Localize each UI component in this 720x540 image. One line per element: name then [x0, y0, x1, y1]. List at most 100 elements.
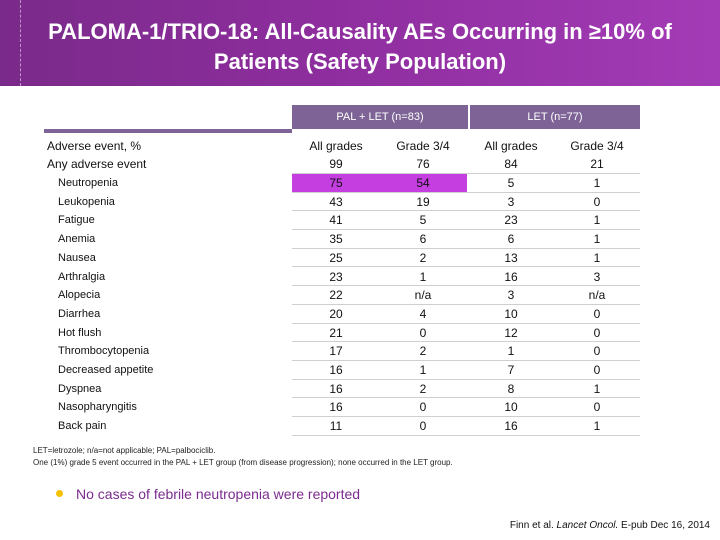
cell-value: 16 — [329, 381, 343, 396]
cell-value: 1 — [419, 363, 427, 377]
cell-value: 1 — [507, 344, 515, 359]
row-divider — [292, 416, 640, 418]
row-label: Thrombocytopenia — [58, 345, 150, 358]
cell-value: 16 — [329, 363, 343, 377]
bullet-dot-icon — [56, 490, 63, 497]
cell-value: 75 — [329, 176, 343, 190]
row-label: Back pain — [58, 420, 107, 433]
title-banner: PALOMA-1/TRIO-18: All-Causality AEs Occu… — [0, 0, 720, 86]
cell-value: 0 — [419, 400, 427, 415]
table-row: Hot flush 21 0 12 0 — [44, 324, 640, 343]
citation-date: E-pub Dec 16, 2014 — [621, 520, 710, 531]
table-row: Diarrhea 20 4 10 0 — [44, 305, 640, 324]
cell-value: 23 — [504, 213, 518, 228]
cell-value: 0 — [593, 306, 601, 321]
row-divider — [292, 266, 640, 268]
cell-value: n/a — [414, 288, 432, 303]
cell-value: 76 — [416, 157, 430, 171]
cell-value: 54 — [416, 176, 430, 190]
row-label: Alopecia — [58, 289, 101, 302]
cell-value: 1 — [593, 176, 601, 190]
row-divider — [292, 434, 640, 436]
cell-value: 43 — [329, 194, 343, 209]
col-head-let-g34: Grade 3/4 — [570, 139, 624, 153]
cell-value: 1 — [593, 381, 601, 396]
cell-value: 2 — [419, 381, 427, 396]
row-divider — [292, 378, 640, 380]
row-label: Any adverse event — [47, 157, 147, 171]
row-divider — [292, 397, 640, 399]
row-divider — [292, 341, 640, 343]
row-divider — [292, 247, 640, 249]
row-divider — [292, 191, 640, 193]
cell-value: 19 — [416, 194, 430, 209]
cell-value: 41 — [329, 213, 343, 228]
cell-value: 3 — [507, 288, 515, 303]
col-head-pal-g34: Grade 3/4 — [396, 139, 450, 153]
row-label: Anemia — [58, 233, 96, 246]
cell-value: 84 — [504, 157, 518, 171]
cell-value: 13 — [504, 250, 518, 265]
col-head-let-all: All grades — [484, 139, 538, 153]
cell-value: 16 — [504, 419, 518, 434]
row-label: Leukopenia — [58, 195, 115, 208]
cell-value: 2 — [419, 250, 427, 265]
cell-value: 3 — [593, 269, 601, 284]
cell-value: 0 — [593, 325, 601, 340]
table-row: Back pain 11 0 16 1 — [44, 417, 640, 436]
row-divider — [292, 172, 640, 174]
cell-value: 35 — [329, 232, 343, 247]
cell-value: 0 — [593, 400, 601, 415]
cell-value: 0 — [593, 344, 601, 359]
cell-value: 6 — [507, 232, 515, 247]
cell-value: 17 — [329, 344, 343, 359]
cell-value: n/a — [588, 288, 606, 303]
group-header-let: LET (n=77) — [470, 105, 640, 129]
cell-value: 1 — [593, 419, 601, 434]
row-divider — [292, 210, 640, 212]
cell-value: 4 — [419, 306, 427, 321]
table-row: Anemia 35 6 6 1 — [44, 230, 640, 249]
citation-journal: Lancet Oncol. — [556, 520, 619, 531]
table-row: Alopecia 22 n/a 3 n/a — [44, 286, 640, 305]
cell-value: 0 — [593, 194, 601, 209]
citation: Finn et al. Lancet Oncol. E-pub Dec 16, … — [510, 520, 710, 532]
cell-value: 5 — [507, 176, 515, 190]
cell-value: 21 — [590, 157, 604, 171]
cell-value: 16 — [329, 400, 343, 415]
row-label: Arthralgia — [58, 270, 106, 283]
table-row: Leukopenia 43 19 3 0 — [44, 193, 640, 212]
cell-value: 1 — [593, 250, 601, 265]
table-row: Fatigue 41 5 23 1 — [44, 211, 640, 231]
cell-value: 6 — [419, 232, 427, 247]
cell-value: 1 — [419, 269, 427, 284]
cell-value: 20 — [329, 306, 343, 321]
cell-value: 1 — [593, 232, 601, 247]
row-label: Hot flush — [58, 326, 102, 339]
row-label: Decreased appetite — [58, 364, 154, 376]
footnote-grade5: One (1%) grade 5 event occurred in the P… — [33, 458, 453, 467]
cell-value: 0 — [419, 419, 427, 434]
cell-value: 10 — [504, 306, 518, 321]
row-label: Nausea — [58, 251, 96, 264]
cell-value: 21 — [329, 325, 343, 340]
label-header: Adverse event, % — [47, 139, 142, 153]
cell-value: 0 — [593, 363, 601, 377]
cell-value: 22 — [329, 288, 343, 303]
cell-value: 1 — [593, 213, 601, 228]
cell-value: 25 — [329, 250, 343, 265]
cell-value: 0 — [419, 325, 427, 340]
row-label: Diarrhea — [58, 307, 101, 320]
label-column-bar — [44, 129, 292, 133]
cell-value: 23 — [329, 269, 343, 284]
row-label: Nasopharyngitis — [58, 401, 137, 414]
banner-decoration — [20, 0, 21, 86]
row-divider — [292, 303, 640, 305]
key-finding: No cases of febrile neutropenia were rep… — [76, 486, 361, 502]
row-divider — [292, 359, 640, 361]
group-header-pal-let: PAL + LET (n=83) — [292, 105, 468, 129]
table-row: Nasopharyngitis 16 0 10 0 — [44, 398, 640, 418]
cell-value: 16 — [504, 269, 518, 284]
table-row: Thrombocytopenia 17 2 1 0 — [44, 342, 640, 361]
table-row: Decreased appetite 16 1 7 0 — [44, 361, 640, 380]
